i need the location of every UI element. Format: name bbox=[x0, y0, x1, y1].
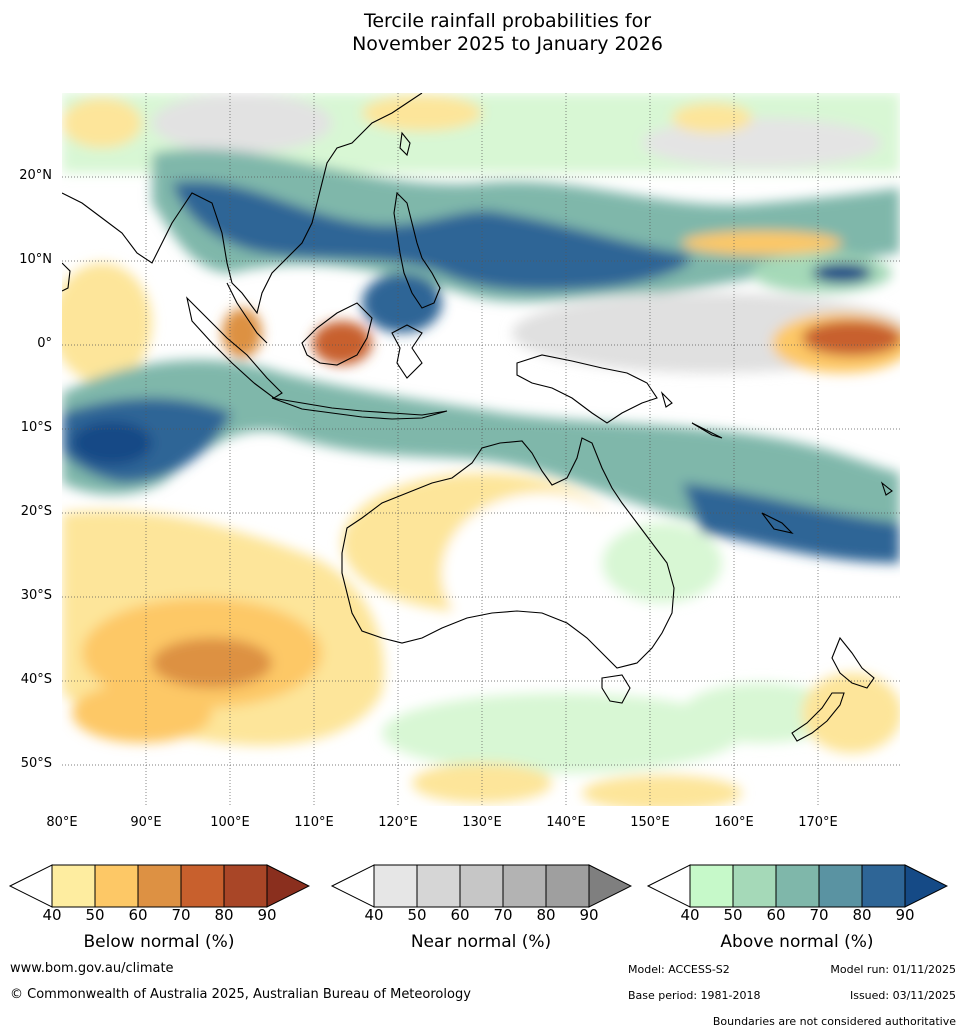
colorbar-above-title: Above normal (%) bbox=[720, 932, 874, 952]
colorbar-under-triangle bbox=[8, 864, 53, 908]
colorbar-segment bbox=[861, 864, 906, 908]
cb-above-tick-70: 70 bbox=[809, 906, 829, 924]
lon-label-80e: 80°E bbox=[46, 815, 78, 830]
cb-near-tick-90: 90 bbox=[579, 906, 599, 924]
lat-label-40s: 40°S bbox=[20, 672, 52, 687]
issued-text: Issued: 03/11/2025 bbox=[849, 989, 956, 1002]
lon-label-120e: 120°E bbox=[378, 815, 418, 830]
colorbar-segment bbox=[94, 864, 139, 908]
lon-label-100e: 100°E bbox=[210, 815, 250, 830]
cb-above-tick-60: 60 bbox=[766, 906, 786, 924]
base-period-text: Base period: 1981-2018 bbox=[628, 989, 761, 1002]
cb-below-tick-60: 60 bbox=[128, 906, 148, 924]
lat-label-20s: 20°S bbox=[20, 504, 52, 519]
cb-near-tick-60: 60 bbox=[450, 906, 470, 924]
colorbar-segment bbox=[180, 864, 225, 908]
colorbar-segment bbox=[775, 864, 820, 908]
colorbar-near-title: Near normal (%) bbox=[410, 932, 552, 952]
title-line-1: Tercile rainfall probabilities for bbox=[363, 10, 652, 32]
cb-below-tick-90: 90 bbox=[257, 906, 277, 924]
lon-label-140e: 140°E bbox=[546, 815, 586, 830]
colorbar-segment bbox=[502, 864, 547, 908]
lon-label-90e: 90°E bbox=[130, 815, 162, 830]
rainfall-map bbox=[62, 93, 900, 806]
colorbar-segment bbox=[137, 864, 182, 908]
colorbar-segment bbox=[689, 864, 734, 908]
boundaries-disclaimer: Boundaries are not considered authoritat… bbox=[712, 1015, 956, 1028]
coastlines bbox=[62, 93, 893, 742]
model-run-text: Model run: 01/11/2025 bbox=[830, 963, 956, 976]
colorbar-above-normal bbox=[646, 864, 948, 908]
colorbar-segment bbox=[818, 864, 863, 908]
colorbar-segment bbox=[223, 864, 268, 908]
colorbar-near-normal bbox=[330, 864, 632, 908]
colorbar-below-title: Below normal (%) bbox=[83, 932, 235, 952]
title-line-2: November 2025 to January 2026 bbox=[352, 33, 663, 55]
graticule bbox=[62, 93, 900, 806]
colorbar-segment bbox=[732, 864, 777, 908]
cb-above-tick-50: 50 bbox=[723, 906, 743, 924]
colorbar-over-triangle bbox=[588, 864, 632, 908]
lon-label-110e: 110°E bbox=[294, 815, 334, 830]
cb-below-tick-70: 70 bbox=[171, 906, 191, 924]
cb-above-tick-80: 80 bbox=[852, 906, 872, 924]
cb-near-tick-70: 70 bbox=[493, 906, 513, 924]
colorbar-segment bbox=[416, 864, 461, 908]
cb-below-tick-80: 80 bbox=[214, 906, 234, 924]
copyright-text: © Commonwealth of Australia 2025, Austra… bbox=[10, 987, 471, 1002]
colorbar-below-normal bbox=[8, 864, 310, 908]
lon-label-160e: 160°E bbox=[714, 815, 754, 830]
cb-above-tick-90: 90 bbox=[895, 906, 915, 924]
lat-label-50s: 50°S bbox=[20, 756, 52, 771]
colorbar-segment bbox=[545, 864, 590, 908]
colorbar-segment bbox=[51, 864, 96, 908]
lon-label-130e: 130°E bbox=[462, 815, 502, 830]
rainfall-map-svg bbox=[62, 93, 900, 806]
website-link[interactable]: www.bom.gov.au/climate bbox=[10, 961, 174, 976]
colorbar-segment bbox=[373, 864, 418, 908]
cb-near-tick-80: 80 bbox=[536, 906, 556, 924]
map-title: Tercile rainfall probabilities for Novem… bbox=[0, 10, 965, 56]
cb-above-tick-40: 40 bbox=[680, 906, 700, 924]
colorbar-segment bbox=[459, 864, 504, 908]
lat-label-10n: 10°N bbox=[19, 252, 52, 267]
lat-label-0: 0° bbox=[37, 336, 52, 351]
lon-label-170e: 170°E bbox=[798, 815, 838, 830]
model-text: Model: ACCESS-S2 bbox=[628, 963, 730, 976]
lat-label-20n: 20°N bbox=[19, 168, 52, 183]
colorbar-over-triangle bbox=[904, 864, 948, 908]
cb-below-tick-40: 40 bbox=[42, 906, 62, 924]
colorbar-under-triangle bbox=[646, 864, 691, 908]
lon-label-150e: 150°E bbox=[630, 815, 670, 830]
cb-near-tick-40: 40 bbox=[364, 906, 384, 924]
lat-label-10s: 10°S bbox=[20, 420, 52, 435]
cb-below-tick-50: 50 bbox=[85, 906, 105, 924]
colorbar-over-triangle bbox=[266, 864, 310, 908]
colorbar-under-triangle bbox=[330, 864, 375, 908]
lat-label-30s: 30°S bbox=[20, 588, 52, 603]
cb-near-tick-50: 50 bbox=[407, 906, 427, 924]
